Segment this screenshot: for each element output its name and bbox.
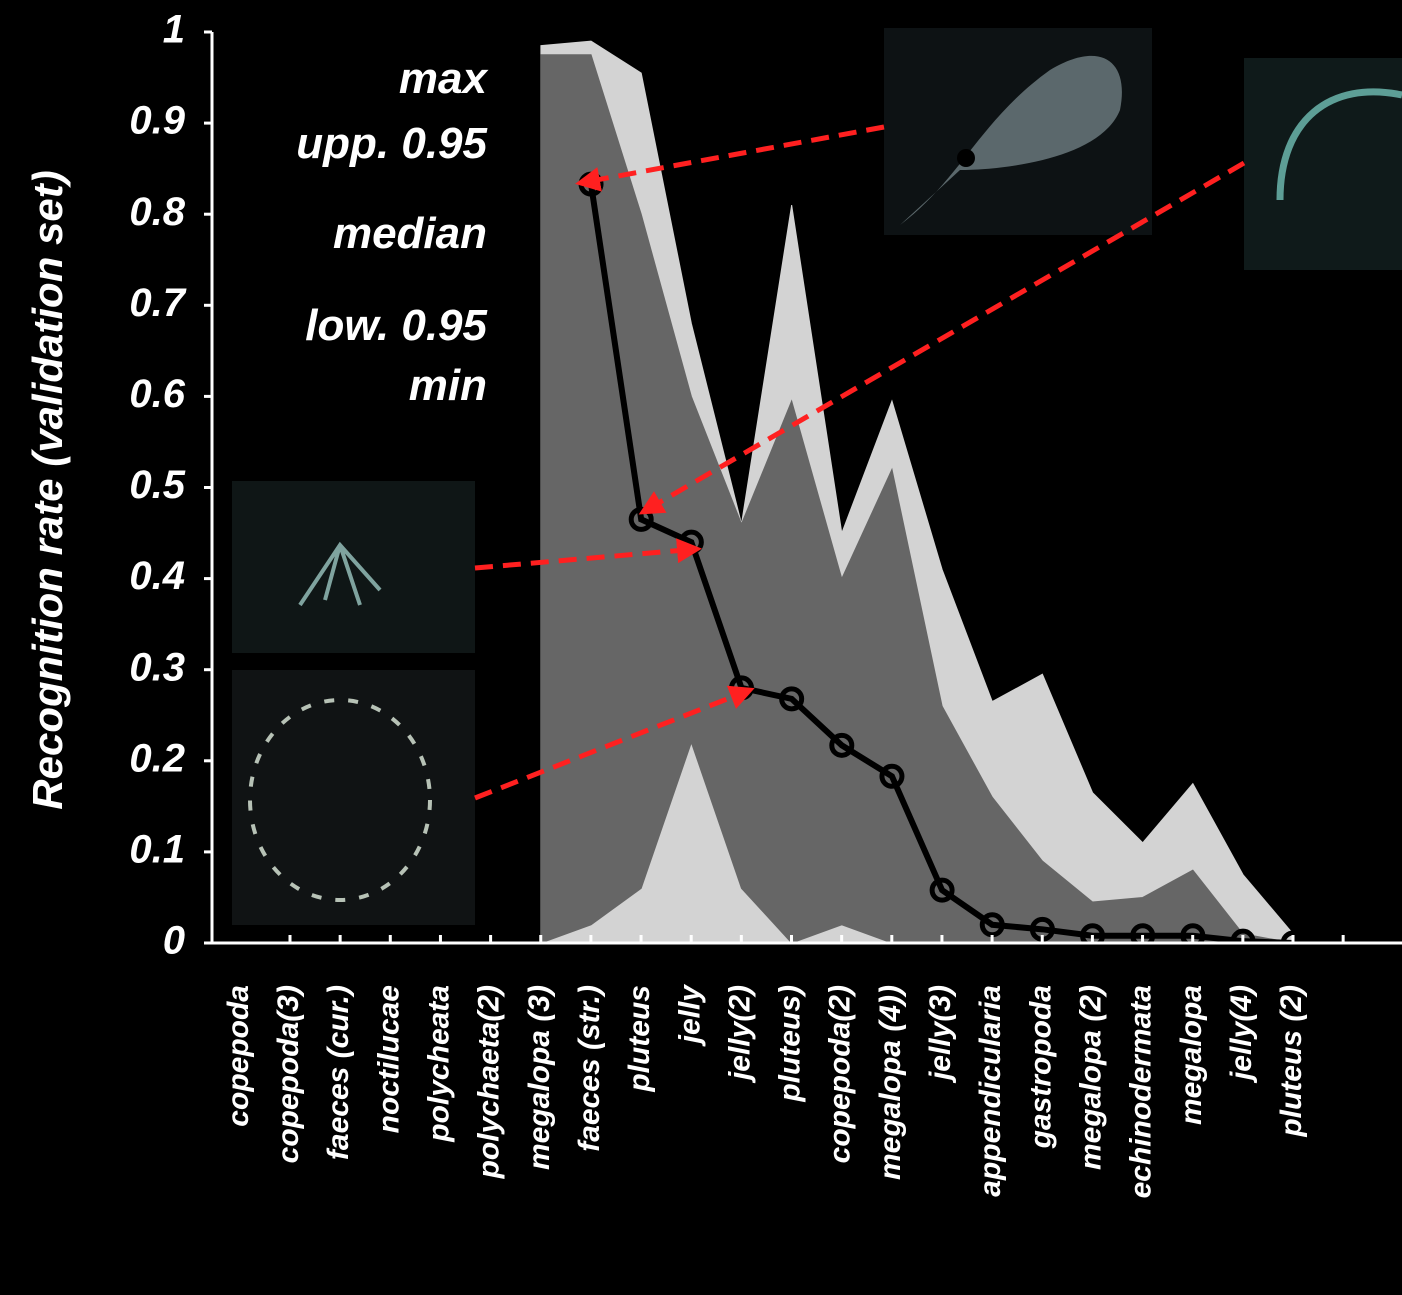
median-line (588, 183, 1294, 946)
x-tick-label: jelly(2) (723, 985, 756, 1084)
x-tick-label: megalopa (3) (523, 985, 556, 1170)
arrow (575, 124, 885, 192)
copepod-eye (957, 149, 975, 167)
x-tick-label: jelly(4) (1225, 985, 1258, 1084)
x-tick-label: megalopa (2) (1074, 985, 1107, 1170)
y-tick-label: 0.9 (129, 99, 185, 143)
median-point (979, 912, 1005, 938)
x-tick-label: faeces (str.) (573, 985, 606, 1152)
photo-jelly-2 (232, 670, 475, 925)
x-tick-label: polychaeta(2) (473, 985, 506, 1179)
jelly-2-shape (248, 698, 432, 902)
arrow (474, 538, 702, 571)
legend-label: upp. 0.95 (296, 119, 487, 168)
x-tick-label: megalopa (4)) (874, 985, 907, 1180)
median-point (929, 877, 955, 903)
y-tick-label: 0.4 (129, 554, 185, 598)
median-point (829, 732, 855, 758)
x-tick-label: jelly(3) (924, 985, 957, 1084)
legend-label: low. 0.95 (305, 301, 487, 350)
y-axis-title: Recognition rate (validation set) (24, 170, 71, 809)
jelly-shape (298, 541, 382, 607)
y-tick-label: 0.1 (129, 827, 185, 871)
photos (232, 28, 1402, 925)
arrow (638, 160, 1246, 515)
x-tick-label: polycheata (423, 985, 456, 1143)
x-tick-label: copepoda (222, 985, 255, 1127)
x-tick-label: appendicularia (974, 985, 1007, 1197)
arrow (474, 685, 755, 801)
x-tick-label: pluteus (623, 985, 656, 1093)
x-tick-label: pluteus (2) (1275, 985, 1308, 1138)
y-tick-label: 0.2 (129, 736, 185, 780)
x-tick-label: megalopa (1175, 985, 1208, 1125)
x-tick-label: jelly (673, 984, 706, 1048)
plot-area: 0 0.1 0.2 0.3 0.4 0.5 0.6 0.7 0.8 0.9 1 copepoda cop… (129, 8, 1402, 1198)
y-tick-label: 0.8 (129, 190, 185, 234)
legend: max upp. 0.95 median low. 0.95 min (296, 54, 488, 410)
y-tick-label: 0.7 (129, 281, 186, 325)
x-tick-label: copepoda(3) (272, 985, 305, 1163)
y-tick-label: 0.3 (129, 645, 185, 689)
median-point (779, 686, 805, 712)
appendicularia-shape (1276, 88, 1402, 201)
median-point (1180, 923, 1206, 949)
legend-label: max (399, 54, 489, 103)
x-tick-label: noctilucae (372, 985, 405, 1133)
y-tick-label: 0.5 (129, 463, 185, 507)
copepod-shape (900, 55, 1122, 225)
y-tick-label: 1 (163, 8, 185, 52)
y-tick-label: 0.6 (129, 372, 185, 416)
median-point (1130, 923, 1156, 949)
x-tick-label: copepoda(2) (824, 985, 857, 1163)
arrows (474, 124, 1246, 801)
legend-label: min (409, 361, 487, 410)
photo-jelly (232, 481, 475, 653)
legend-label: median (333, 209, 487, 258)
x-tick-label: pluteus) (774, 985, 807, 1103)
x-tick-label: gastropoda (1024, 985, 1057, 1149)
y-tick-label: 0 (163, 919, 185, 963)
median-point (1230, 928, 1256, 954)
median-point (1080, 923, 1106, 949)
median-point (879, 763, 905, 789)
x-tick-label: echinodermata (1125, 985, 1158, 1198)
x-tick-label: faeces (cur.) (322, 985, 355, 1160)
